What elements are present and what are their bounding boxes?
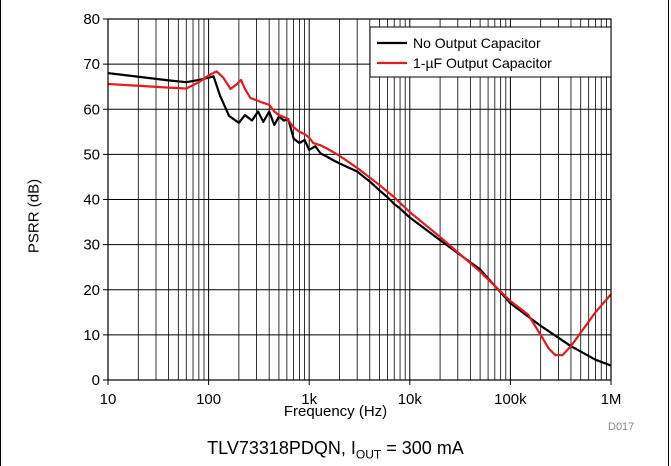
x-tick-label: 100k xyxy=(494,391,527,408)
series-no-capacitor-line xyxy=(108,72,611,367)
x-tick-label: 10k xyxy=(398,391,423,408)
y-axis-label: PSRR (dB) xyxy=(25,178,43,254)
series-1uf-capacitor-line xyxy=(108,70,611,357)
figure-caption: TLV73318PDQN, IOUT = 300 mA xyxy=(0,438,671,462)
x-tick-label: 100 xyxy=(196,391,221,408)
y-tick-label: 70 xyxy=(83,56,100,73)
y-tick-label: 80 xyxy=(83,11,100,28)
y-tick-label: 50 xyxy=(83,146,100,163)
x-tick-label: 1k xyxy=(301,391,317,408)
y-tick-label: 30 xyxy=(83,237,100,254)
y-tick-label: 10 xyxy=(83,327,100,344)
series-lines xyxy=(108,70,611,367)
legend-box xyxy=(369,26,612,78)
y-tick-label: 60 xyxy=(83,101,100,118)
y-tick-label: 0 xyxy=(92,372,100,389)
y-tick-label: 40 xyxy=(83,192,100,209)
caption-subscript: OUT xyxy=(355,447,382,462)
x-tick-label: 1M xyxy=(601,391,622,408)
figure-id: D017 xyxy=(608,421,635,433)
x-axis-label: Frequency (Hz) xyxy=(283,403,388,420)
y-tick-label: 20 xyxy=(83,282,100,299)
caption-suffix: = 300 mA xyxy=(381,438,464,458)
legend: No Output Capacitor 1-µF Output Capacitor xyxy=(369,26,612,78)
legend-label: 1-µF Output Capacitor xyxy=(413,55,552,71)
grid-lines xyxy=(107,18,611,381)
legend-label: No Output Capacitor xyxy=(413,35,541,51)
caption-text: TLV73318PDQN, I xyxy=(207,438,356,458)
x-tick-label: 10 xyxy=(100,391,117,408)
